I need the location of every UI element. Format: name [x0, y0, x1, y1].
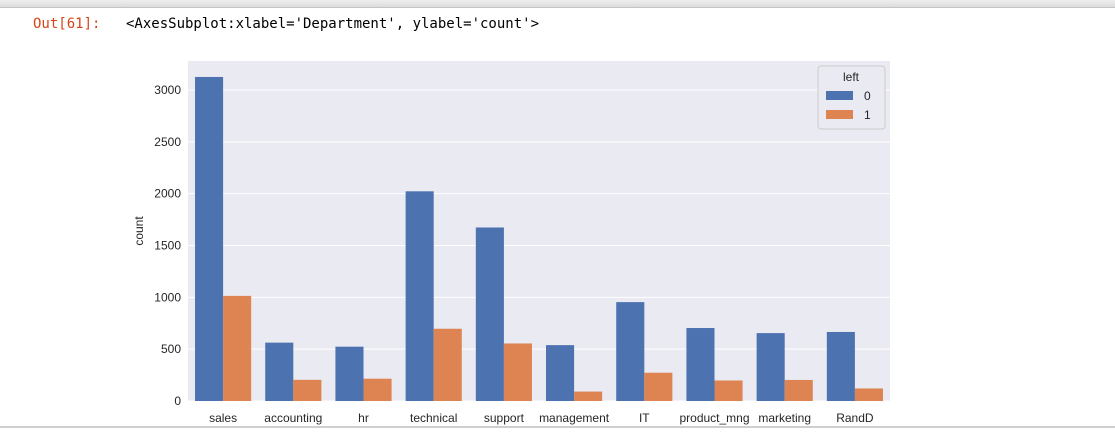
bars [195, 76, 883, 402]
cell-bottom-divider [0, 426, 1115, 428]
y-tick-label: 1000 [154, 290, 181, 304]
bar-product_mng-0 [686, 328, 715, 401]
y-tick-labels: 0 500 1000 1500 2000 2500 3000 [154, 83, 181, 408]
output-prompt: Out[61]: [33, 16, 101, 32]
y-tick-label: 0 [174, 394, 181, 408]
bar-product_mng-1 [714, 380, 743, 401]
output-text: <AxesSubplot:xlabel='Department', ylabel… [126, 16, 540, 32]
bar-sales-0 [195, 76, 224, 402]
bar-technical-1 [433, 328, 462, 401]
legend-swatch [826, 91, 853, 100]
x-tick-label: hr [358, 411, 369, 425]
bar-RandD-0 [826, 331, 855, 401]
legend-label: 0 [864, 89, 871, 103]
bar-technical-0 [405, 191, 434, 401]
y-tick-label: 3000 [154, 83, 181, 97]
y-tick-label: 1500 [154, 239, 181, 253]
bar-marketing-1 [784, 379, 813, 401]
x-tick-label: management [539, 411, 610, 425]
x-tick-label: sales [209, 411, 237, 425]
bar-chart: 0 500 1000 1500 2000 2500 3000 sales accounting… [124, 50, 900, 426]
bar-hr-0 [335, 346, 364, 401]
x-tick-label: technical [410, 411, 457, 425]
x-tick-label: marketing [758, 411, 811, 425]
bar-support-0 [475, 227, 504, 401]
x-tick-label: product_mng [679, 411, 749, 425]
bar-accounting-0 [265, 342, 294, 401]
legend-swatch [826, 110, 853, 119]
bar-support-1 [503, 343, 532, 401]
bar-management-0 [546, 345, 575, 401]
chart-figure: 0 500 1000 1500 2000 2500 3000 sales accounting… [124, 50, 900, 431]
cell-top-divider [0, 0, 1115, 8]
y-tick-label: 500 [161, 342, 181, 356]
legend-label: 1 [864, 108, 871, 122]
bar-IT-0 [616, 302, 645, 401]
x-tick-label: RandD [836, 411, 874, 425]
x-tick-labels: sales accounting hr technical support managem… [209, 411, 874, 425]
x-tick-label: support [484, 411, 525, 425]
bar-management-1 [574, 391, 603, 401]
bar-marketing-0 [756, 333, 785, 401]
bar-accounting-1 [293, 379, 322, 401]
legend-title: left [843, 70, 860, 84]
y-tick-label: 2000 [154, 187, 181, 201]
y-tick-label: 2500 [154, 135, 181, 149]
legend: left 0 1 [817, 65, 886, 130]
bar-IT-1 [644, 372, 673, 401]
y-axis-label: count [132, 216, 146, 246]
x-tick-label: IT [639, 411, 650, 425]
x-tick-label: accounting [264, 411, 322, 425]
bar-sales-1 [223, 295, 252, 401]
bar-RandD-1 [854, 388, 883, 401]
bar-hr-1 [363, 378, 392, 401]
